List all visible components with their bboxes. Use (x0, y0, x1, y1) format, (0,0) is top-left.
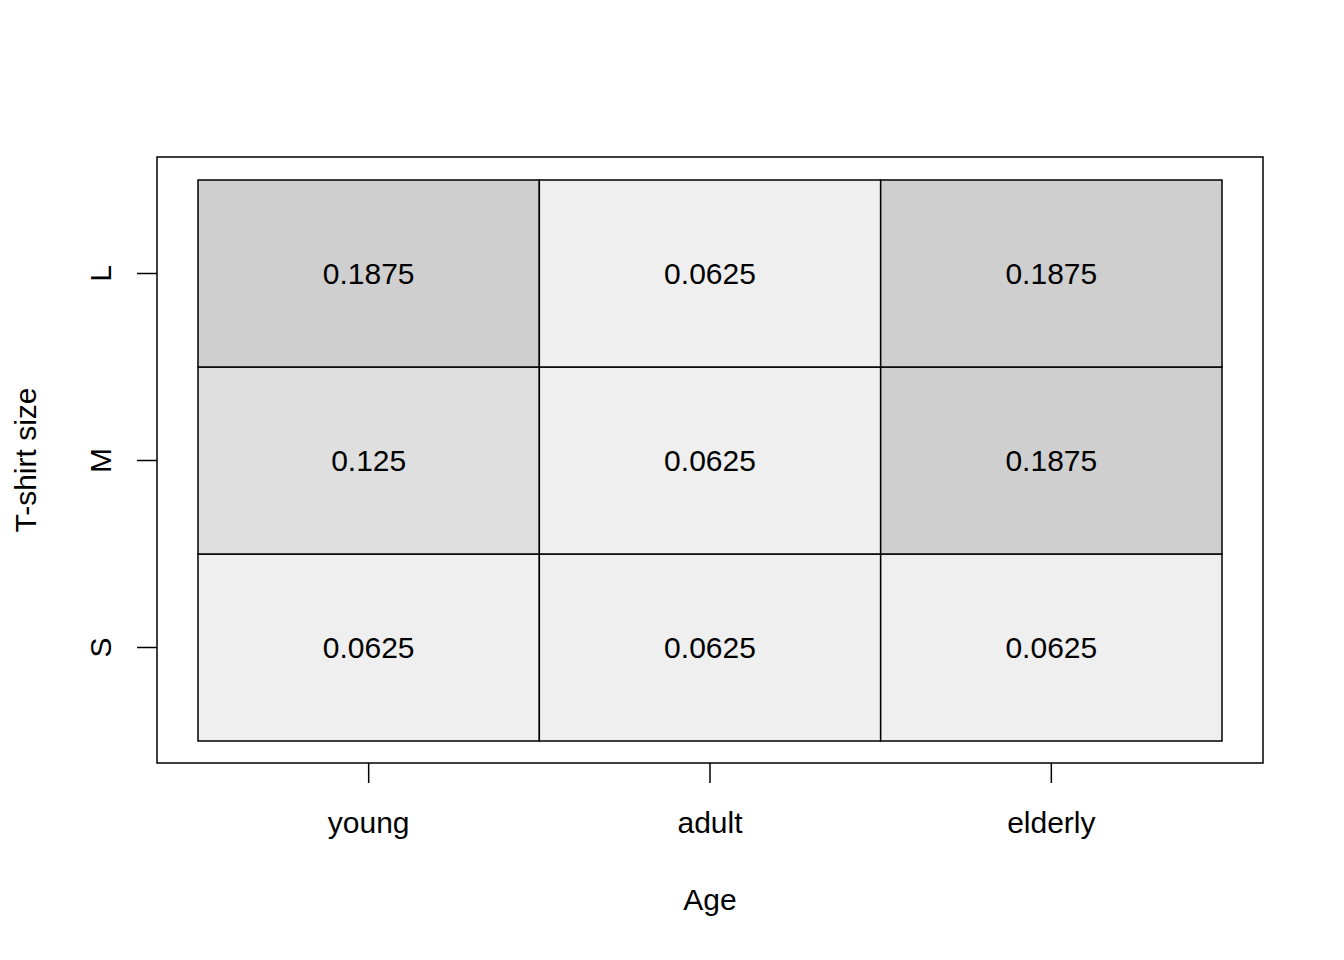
cell-labels: 0.0625 0.0625 0.0625 0.125 0.0625 0.1875 0.187… (323, 257, 1097, 664)
y-tick-label: S (84, 637, 117, 657)
x-tick (709, 763, 711, 783)
cell-label: 0.1875 (1005, 257, 1097, 290)
heatmap-cell (198, 180, 539, 367)
cells (198, 180, 1222, 741)
cell-label: 0.0625 (664, 257, 756, 290)
chart-container: 0.0625 0.0625 0.0625 0.125 0.0625 0.1875 0.187… (0, 0, 1344, 960)
heatmap-cell (539, 180, 880, 367)
heatmap-cell (198, 367, 539, 554)
cell-label: 0.1875 (323, 257, 415, 290)
y-tick (137, 273, 157, 275)
heatmap-cell (881, 554, 1222, 741)
cell-label: 0.0625 (1005, 631, 1097, 664)
x-tick-label: adult (677, 806, 743, 839)
heatmap-cell (539, 554, 880, 741)
y-tick-label: M (84, 448, 117, 473)
cell-label: 0.125 (331, 444, 406, 477)
x-tick-label: elderly (1007, 806, 1095, 839)
x-tick-label: young (328, 806, 410, 839)
heatmap-cell (539, 367, 880, 554)
x-axis-title: Age (683, 883, 736, 916)
plot-frame (157, 157, 1263, 763)
cell-label: 0.0625 (664, 631, 756, 664)
heatmap-cell (198, 554, 539, 741)
cell-label: 0.0625 (323, 631, 415, 664)
y-tick (137, 647, 157, 649)
x-tick (368, 763, 370, 783)
x-tick (1051, 763, 1053, 783)
chart-svg: 0.0625 0.0625 0.0625 0.125 0.0625 0.1875 0.187… (0, 0, 1344, 960)
cell-label: 0.1875 (1005, 444, 1097, 477)
y-tick-label: L (84, 265, 117, 282)
cell-label: 0.0625 (664, 444, 756, 477)
y-tick (137, 460, 157, 462)
heatmap-cell (881, 367, 1222, 554)
y-axis-title: T-shirt size (9, 387, 42, 532)
heatmap-cell (881, 180, 1222, 367)
